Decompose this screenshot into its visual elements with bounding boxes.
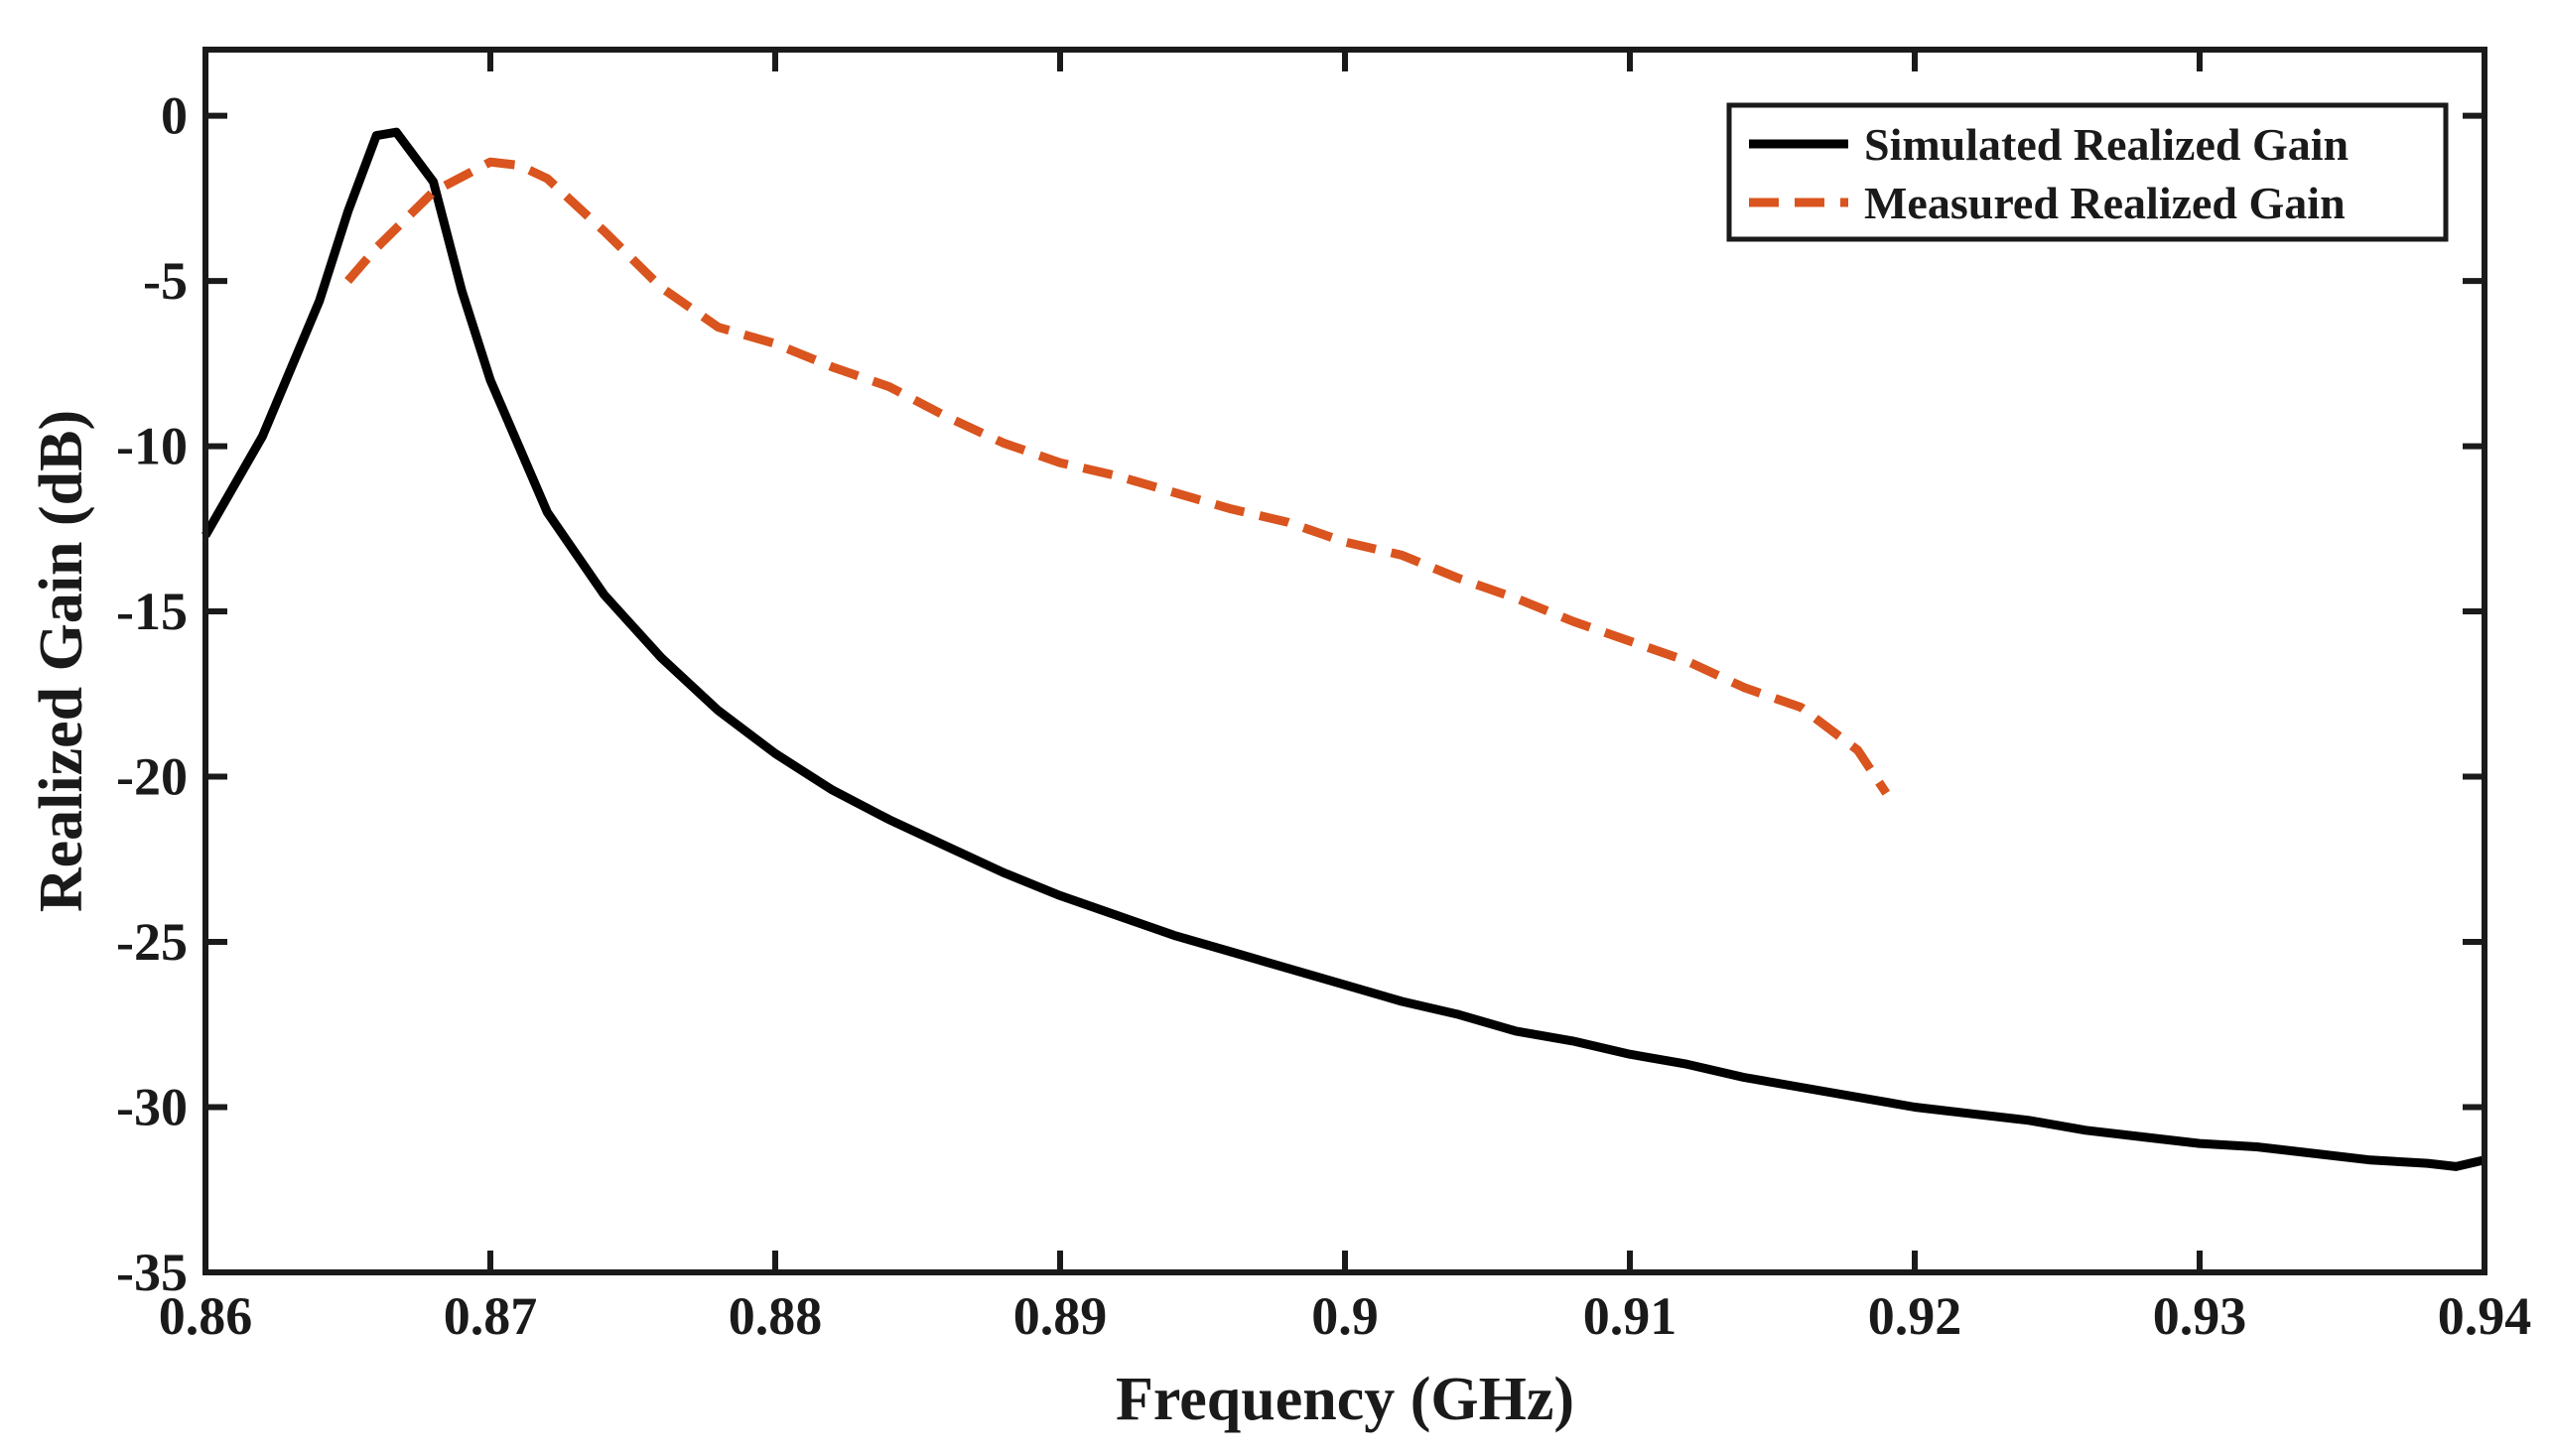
legend-label-measured: Measured Realized Gain — [1864, 178, 2346, 228]
y-tick-label: -15 — [116, 582, 188, 641]
x-tick-label: 0.94 — [2438, 1286, 2532, 1346]
x-tick-label: 0.89 — [1013, 1286, 1108, 1346]
series-line-simulated — [201, 127, 2486, 1171]
x-tick-label: 0.91 — [1583, 1286, 1678, 1346]
y-tick-label: -30 — [116, 1078, 188, 1137]
series-layer — [201, 127, 2486, 1171]
x-axis-title: Frequency (GHz) — [1116, 1366, 1574, 1433]
x-tick-label: 0.9 — [1311, 1286, 1379, 1346]
y-tick-label: 0 — [161, 86, 188, 146]
plot-frame — [202, 47, 2487, 1275]
y-tick-label: -25 — [116, 912, 188, 972]
y-axis-title: Realized Gain (dB) — [28, 410, 95, 912]
y-tick-label: -20 — [116, 747, 188, 807]
x-tick-label: 0.92 — [1868, 1286, 1962, 1346]
tick-label-layer: 0.86 0.87 0.88 0.89 0.9 0.91 0.92 0.93 0.94 0 -5 -1… — [116, 86, 2531, 1346]
legend-label-simulated: Simulated Realized Gain — [1864, 119, 2349, 170]
legend-box — [1726, 102, 2449, 242]
x-tick-label: 0.88 — [729, 1286, 823, 1346]
series-line-measured — [344, 157, 1891, 796]
y-tick-label: -10 — [116, 417, 188, 476]
plot-background — [205, 50, 2485, 1272]
x-tick-label: 0.93 — [2153, 1286, 2247, 1346]
x-tick-label: 0.87 — [444, 1286, 538, 1346]
legend: Simulated Realized Gain Measured Realize… — [1726, 102, 2449, 242]
y-tick-label: -35 — [116, 1243, 188, 1302]
x-tick-label: 0.86 — [159, 1286, 253, 1346]
y-tick-label: -5 — [143, 251, 188, 311]
